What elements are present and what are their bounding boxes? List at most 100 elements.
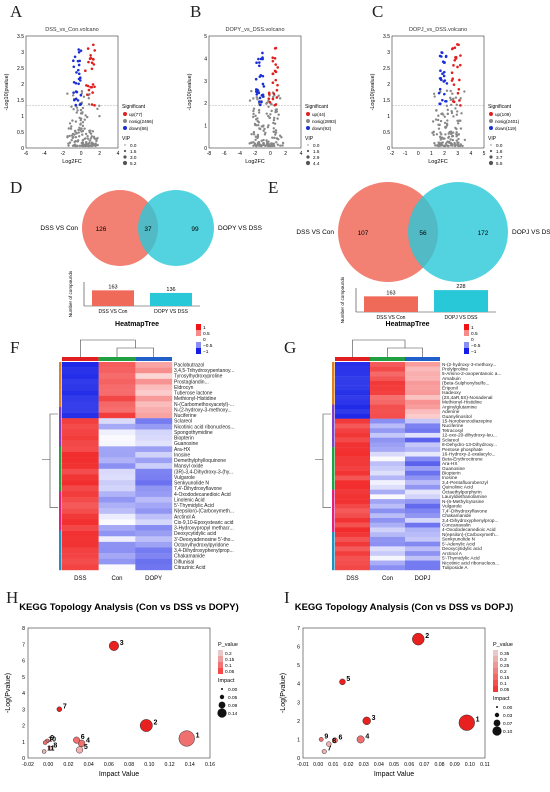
heatmap-cell [135,558,173,565]
nonsig-point [440,112,443,116]
heatmap-cell [405,414,441,419]
color-scale-label: 1 [471,325,474,331]
nonsig-point [259,127,262,131]
nonsig-point [91,130,95,133]
y-axis-label: -Log10(pvalue) [187,73,193,110]
nonsig-point [78,116,81,119]
venn-left-label: DSS VS Con [296,229,334,236]
x-tick-label: 2 [284,151,287,157]
legend-significant-title: Significant [305,104,329,110]
venn-right-label: DOPY VS DSS [218,225,263,232]
nonsig-point [449,130,453,133]
row-group-bar [59,446,62,453]
x-tick-label: 0.10 [465,762,475,768]
color-scale-segment [196,336,201,342]
nonsig-point [456,141,459,145]
column-group-bar [62,357,99,361]
heatmap-cell [62,553,99,559]
panel-letter-h: H [6,588,19,607]
x-tick-label: 0.00 [313,762,323,768]
heatmap-row-label: N(epsilon)-(Carboxymeth... [174,509,234,515]
nonsig-point [75,106,79,109]
row-group-bar [332,428,335,434]
bar [434,290,488,312]
heatmap-cell [98,429,136,436]
x-tick-label: -2 [253,151,258,157]
y-tick-label: 3 [22,707,25,713]
row-group-bar [332,418,335,424]
heatmap-cell [135,541,173,548]
bar-value-label: 163 [108,284,117,290]
heatmap-row-label: 7,4'-Dihydroxyflavone [174,486,222,492]
heatmap-row-label: Eriponil [442,385,458,391]
heatmap-cell [370,522,406,528]
x-tick-label: 3 [456,151,459,157]
nonsig-point [252,109,255,113]
heatmap-cell [135,362,173,368]
bar-category-label: DOPY VS DSS [154,309,188,315]
row-group-bar [332,423,335,429]
legend-marker [306,119,310,123]
legend-label: up(44) [312,112,326,117]
heatmap-cell [370,532,406,538]
row-group-bar [332,414,335,419]
nonsig-point [435,133,439,136]
nonsig-point [257,124,260,127]
pathway-point-label: 8 [53,742,57,749]
nonsig-point [274,129,278,132]
y-tick-label: 1 [22,740,25,746]
x-tick-label: 2 [443,151,446,157]
down-point [445,99,448,103]
nonsig-point [254,114,257,118]
heatmap-cell [335,480,371,486]
row-group-bar [332,380,335,386]
nonsig-point [94,144,98,147]
row-group-bar [59,429,62,436]
nonsig-point [90,143,93,146]
y-tick-label: 4 [297,682,300,688]
heatmap-cell [335,565,371,571]
legend-impact-title: Impact [218,678,235,684]
nonsig-point [80,92,84,95]
row-group-bar [332,489,335,495]
nonsig-point [80,144,83,147]
heatmap-cell [405,489,441,495]
nonsig-point [274,108,277,112]
nonsig-point [72,108,75,111]
nonsig-point [256,133,260,137]
down-point [440,78,443,82]
heatmap-cell [135,536,173,543]
row-group-bar [332,494,335,500]
heatmap-cell [370,371,406,377]
pathway-point [326,741,332,747]
y-tick-label: 3 [204,79,207,85]
up-point [459,104,462,107]
nonsig-point [441,141,444,144]
y-tick-label: 5 [204,34,207,40]
heatmap-cell [335,461,371,467]
heatmap-cell [405,432,441,438]
nonsig-point [446,112,449,115]
legend-significant-title: Significant [122,104,146,110]
heatmap-cell [405,480,441,486]
heatmap-cell [98,435,136,441]
down-point [78,76,82,80]
row-group-bar [59,463,62,470]
pathway-point [139,719,153,732]
nonsig-point [432,92,436,95]
pathway-point-label: 3 [372,715,376,722]
down-point [442,70,446,74]
impact-label: 0.14 [228,711,238,717]
heatmap-row-label: Paclobutrazol [174,362,204,368]
nonsig-point [252,130,256,134]
down-point [78,59,81,63]
nonsig-point [461,144,464,148]
heatmap-cell [62,480,99,486]
venn-diagram-d: DSS VS Con DOPY VS DSS 126 37 99 Number of co… [40,190,263,317]
row-group-bar [332,475,335,481]
heatmap-cell [135,373,173,380]
panel-letter-c: C [372,2,384,21]
heatmap-cell [335,366,371,372]
nonsig-point [445,122,449,126]
heatmap-f: HeatmapTree 10.50−0.5−1 Paclobutrazol3,4,5… [42,321,235,582]
